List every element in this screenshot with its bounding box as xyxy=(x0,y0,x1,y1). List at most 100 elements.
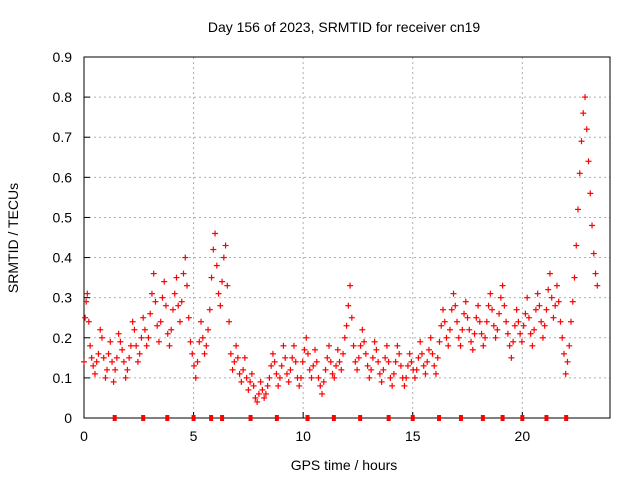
x-tick-label: 10 xyxy=(295,428,311,444)
data-point xyxy=(215,290,222,297)
data-point xyxy=(150,270,157,277)
data-point xyxy=(408,358,415,365)
data-point xyxy=(289,354,296,361)
data-point xyxy=(247,378,254,385)
data-point xyxy=(208,274,215,281)
data-point xyxy=(282,354,289,361)
data-point xyxy=(403,374,410,381)
data-point xyxy=(439,306,446,313)
x-tick-label: 0 xyxy=(80,428,88,444)
data-point xyxy=(98,334,105,341)
data-point xyxy=(487,290,494,297)
data-point xyxy=(161,278,168,285)
data-point xyxy=(397,362,404,369)
y-tick-label: 0 xyxy=(64,410,72,426)
data-point xyxy=(82,314,89,321)
data-point xyxy=(131,326,138,333)
baseline-mark xyxy=(458,415,463,421)
data-point xyxy=(129,318,136,325)
data-point xyxy=(264,382,271,389)
data-point xyxy=(517,330,524,337)
baseline-mark xyxy=(520,415,525,421)
baseline-mark xyxy=(220,415,225,421)
data-point xyxy=(552,302,559,309)
data-point xyxy=(338,366,345,373)
data-point xyxy=(385,358,392,365)
data-point xyxy=(548,294,555,301)
data-point xyxy=(431,362,438,369)
data-point xyxy=(520,322,527,329)
data-point xyxy=(271,358,278,365)
data-point xyxy=(478,330,485,337)
baseline-mark xyxy=(141,415,146,421)
data-point xyxy=(120,358,127,365)
data-point xyxy=(81,358,87,365)
data-point xyxy=(585,158,592,165)
data-point xyxy=(261,394,268,401)
data-point xyxy=(259,386,266,393)
data-point xyxy=(152,298,159,305)
data-point xyxy=(312,346,319,353)
data-point xyxy=(373,346,380,353)
data-point xyxy=(182,254,189,261)
data-point xyxy=(299,358,306,365)
data-point xyxy=(257,378,264,385)
data-point xyxy=(382,354,389,361)
data-point xyxy=(494,326,501,333)
y-axis-label: SRMTID / TECUs xyxy=(5,183,21,293)
data-point xyxy=(236,370,243,377)
data-point xyxy=(555,298,562,305)
data-point xyxy=(496,310,503,317)
y-tick-label: 0.4 xyxy=(53,250,73,266)
data-point xyxy=(219,278,226,285)
data-point xyxy=(375,358,382,365)
data-point xyxy=(436,338,443,345)
data-point xyxy=(471,330,478,337)
data-point xyxy=(168,326,175,333)
data-point xyxy=(401,382,408,389)
data-point xyxy=(171,290,178,297)
data-point xyxy=(396,350,403,357)
data-point xyxy=(485,302,492,309)
data-point xyxy=(220,254,227,261)
data-point xyxy=(248,370,255,377)
data-point xyxy=(268,362,275,369)
data-point xyxy=(319,390,326,397)
data-point xyxy=(569,298,576,305)
data-point xyxy=(140,314,147,321)
data-point xyxy=(567,318,574,325)
data-point xyxy=(583,126,590,133)
grid-layer xyxy=(83,56,610,419)
data-point xyxy=(366,374,373,381)
data-point xyxy=(234,354,241,361)
data-point xyxy=(429,350,436,357)
data-point xyxy=(199,334,206,341)
data-point xyxy=(513,306,520,313)
data-point xyxy=(464,314,471,321)
data-point xyxy=(413,366,420,373)
baseline-mark xyxy=(386,415,391,421)
data-point xyxy=(527,330,534,337)
data-point xyxy=(198,318,205,325)
data-point xyxy=(452,302,459,309)
data-point xyxy=(462,298,469,305)
y-tick-label: 0.8 xyxy=(53,89,73,105)
data-point xyxy=(276,374,283,381)
data-point xyxy=(501,302,508,309)
data-point xyxy=(473,314,480,321)
data-point xyxy=(336,358,343,365)
data-point xyxy=(587,190,594,197)
data-point xyxy=(559,334,566,341)
data-point xyxy=(100,354,107,361)
data-point xyxy=(301,346,308,353)
data-point xyxy=(348,314,355,321)
data-point xyxy=(184,282,191,289)
data-point xyxy=(376,370,383,377)
data-point xyxy=(503,318,510,325)
data-point xyxy=(362,350,369,357)
data-point xyxy=(148,290,155,297)
data-point xyxy=(466,326,473,333)
data-point xyxy=(468,338,475,345)
data-point xyxy=(266,374,273,381)
data-point xyxy=(329,370,336,377)
